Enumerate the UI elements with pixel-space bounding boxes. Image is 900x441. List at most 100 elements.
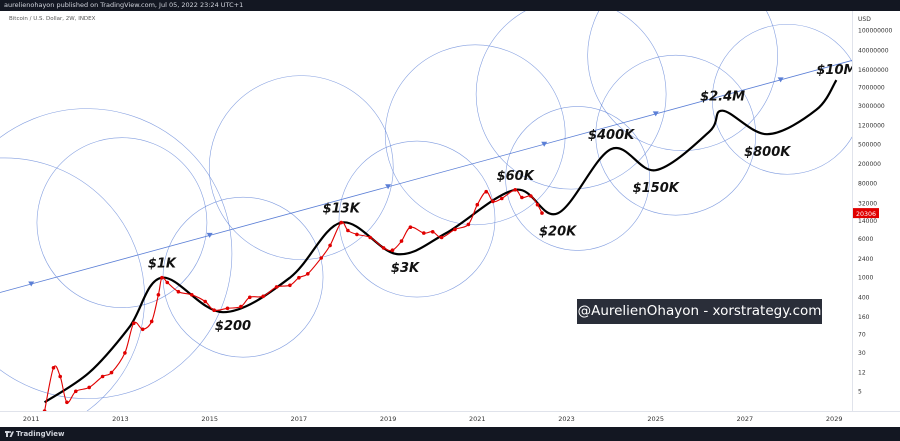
cycle-circle bbox=[711, 23, 852, 175]
y-tick-label: 1200000 bbox=[858, 123, 885, 130]
annotation-label: $20K bbox=[539, 224, 577, 239]
y-tick-label: 160 bbox=[858, 314, 870, 321]
x-tick-label: 2019 bbox=[380, 415, 397, 423]
price-point bbox=[306, 272, 310, 276]
price-point bbox=[165, 280, 170, 285]
trend-arrow-marker bbox=[652, 111, 659, 117]
price-point bbox=[149, 319, 154, 324]
y-tick-label: 3000000 bbox=[858, 103, 885, 110]
y-tick-label: 1000 bbox=[858, 275, 873, 282]
y-tick-label: 5 bbox=[858, 388, 862, 395]
cycle-circle bbox=[0, 108, 233, 399]
cycle-circle bbox=[0, 157, 145, 411]
price-point bbox=[132, 321, 136, 326]
price-point bbox=[212, 308, 216, 313]
annotation-label: $3K bbox=[391, 261, 420, 276]
price-point bbox=[100, 374, 105, 379]
price-point bbox=[399, 239, 404, 243]
price-point bbox=[368, 235, 373, 240]
y-tick-label: 30 bbox=[858, 350, 866, 357]
price-point bbox=[319, 256, 324, 260]
price-point bbox=[491, 199, 495, 204]
cycle-circle bbox=[475, 11, 667, 190]
publisher-bar: aurelienohayon published on TradingView.… bbox=[0, 0, 900, 11]
price-point bbox=[390, 248, 395, 252]
price-point bbox=[466, 222, 471, 227]
tradingview-logo-icon bbox=[5, 431, 14, 437]
y-tick-label: 40000000 bbox=[858, 47, 889, 54]
trend-arrow-marker bbox=[28, 281, 35, 287]
y-tick-label: 400 bbox=[858, 294, 870, 301]
price-point bbox=[381, 246, 386, 250]
y-tick-label: 100000000 bbox=[858, 28, 893, 35]
y-tick-label: 7000000 bbox=[858, 85, 885, 92]
y-tick-label: 16000000 bbox=[858, 67, 889, 74]
price-point bbox=[65, 400, 69, 405]
price-point bbox=[520, 195, 524, 200]
symbol-title: Bitcoin / U.S. Dollar, 2W, INDEX bbox=[9, 16, 96, 22]
tradingview-logo[interactable]: TradingView bbox=[5, 430, 75, 438]
y-tick-label: 14000 bbox=[858, 218, 877, 225]
price-point bbox=[248, 295, 252, 300]
y-tick-label: 200000 bbox=[858, 161, 881, 168]
price-point bbox=[190, 293, 194, 297]
price-point bbox=[475, 202, 480, 207]
cycle-circle bbox=[36, 137, 208, 308]
price-point bbox=[484, 189, 489, 194]
price-point bbox=[87, 385, 91, 390]
annotation-label: $2.4M bbox=[700, 90, 745, 105]
y-tick-label: 32000 bbox=[858, 200, 877, 207]
x-tick-label: 2025 bbox=[647, 415, 664, 423]
annotation-label: $10M bbox=[816, 63, 856, 78]
price-point bbox=[239, 304, 243, 309]
y-tick-label: 500000 bbox=[858, 141, 881, 148]
projection-curve bbox=[43, 79, 838, 404]
cycle-circle bbox=[595, 54, 757, 216]
y-axis-unit: USD bbox=[858, 16, 871, 23]
annotation-label: $150K bbox=[633, 181, 680, 196]
chart-plot[interactable]: $1K $200 $13K $3K $60K $20K $400K $150K $2.4M $80… bbox=[0, 11, 900, 427]
price-point bbox=[339, 220, 344, 225]
published-info: aurelienohayon published on TradingView.… bbox=[4, 1, 244, 9]
y-tick-label: 70 bbox=[858, 332, 866, 339]
price-point bbox=[328, 243, 332, 248]
x-tick-label: 2015 bbox=[201, 415, 218, 423]
price-point bbox=[160, 275, 164, 280]
cycle-circle bbox=[338, 140, 496, 298]
price-point bbox=[225, 306, 230, 311]
price-point bbox=[274, 285, 279, 289]
price-point bbox=[261, 294, 266, 299]
trend-arrow-marker bbox=[385, 184, 392, 190]
price-point bbox=[346, 228, 350, 233]
price-axis-panel bbox=[852, 11, 900, 427]
tradingview-logo-text: TradingView bbox=[16, 430, 65, 438]
y-tick-label: 2400 bbox=[858, 256, 873, 263]
price-point bbox=[513, 188, 517, 192]
price-point bbox=[408, 225, 413, 229]
plot-layer: $1K $200 $13K $3K $60K $20K $400K $150K $2.4M $80… bbox=[0, 11, 856, 411]
price-point bbox=[529, 194, 533, 198]
y-tick-label: 12 bbox=[858, 370, 866, 377]
price-point bbox=[156, 293, 161, 297]
price-point bbox=[535, 202, 540, 207]
annotation-label: $400K bbox=[588, 128, 635, 143]
x-tick-label: 2011 bbox=[23, 415, 40, 423]
price-point bbox=[123, 351, 127, 355]
current-price-tag bbox=[853, 208, 879, 219]
price-point bbox=[439, 235, 444, 240]
price-point bbox=[422, 231, 426, 235]
price-point bbox=[58, 374, 62, 379]
price-point bbox=[355, 232, 359, 237]
trend-arrow-marker bbox=[777, 77, 784, 83]
x-tick-label: 2013 bbox=[112, 415, 129, 423]
price-point bbox=[288, 283, 292, 288]
annotation-label: $1K bbox=[148, 257, 177, 272]
cycle-circle bbox=[384, 44, 566, 226]
price-point bbox=[203, 299, 207, 304]
x-tick-label: 2029 bbox=[826, 415, 843, 423]
trend-line bbox=[0, 60, 852, 293]
price-point bbox=[109, 370, 114, 375]
x-tick-label: 2023 bbox=[558, 415, 575, 423]
trend-arrow-marker bbox=[206, 232, 213, 238]
